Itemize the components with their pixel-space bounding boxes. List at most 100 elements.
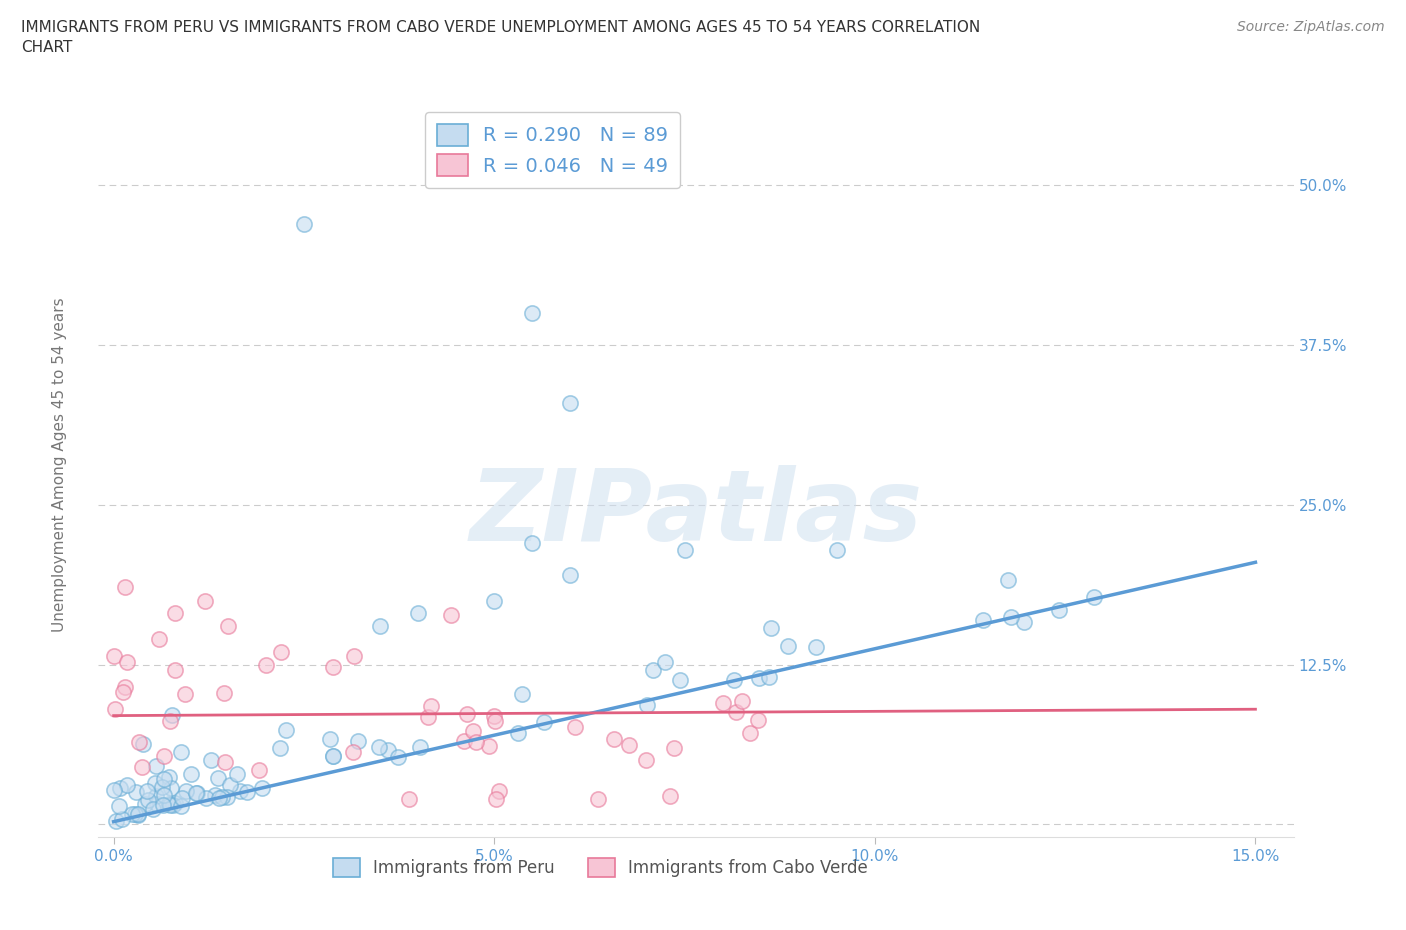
Point (1000, 610, 1022, 625)
Point (104, 814, 127, 829)
Point (342, 744, 364, 759)
Point (673, 542, 696, 557)
Point (152, 797, 174, 812)
Point (131, 760, 153, 775)
Point (163, 606, 186, 621)
Point (322, 659, 344, 674)
Point (464, 735, 486, 750)
Point (804, 640, 827, 655)
Point (142, 802, 165, 817)
Text: Unemployment Among Ages 45 to 54 years: Unemployment Among Ages 45 to 54 years (52, 298, 66, 632)
Point (738, 725, 761, 740)
Point (136, 784, 159, 799)
Point (252, 780, 274, 795)
Point (367, 739, 389, 754)
Point (634, 752, 657, 767)
Point (170, 745, 193, 760)
Point (180, 766, 202, 781)
Point (274, 723, 297, 737)
Point (153, 788, 176, 803)
Point (322, 749, 344, 764)
Point (103, 648, 125, 663)
Point (725, 705, 748, 720)
Point (170, 799, 193, 814)
Point (484, 593, 506, 608)
Point (128, 735, 150, 750)
Point (165, 796, 187, 811)
Point (711, 696, 734, 711)
Point (1047, 603, 1070, 618)
Point (162, 798, 184, 813)
Point (254, 658, 277, 672)
Point (159, 713, 181, 728)
Point (440, 608, 463, 623)
Point (107, 799, 129, 814)
Point (456, 707, 478, 722)
Point (292, 217, 315, 232)
Point (115, 777, 138, 792)
Point (343, 648, 366, 663)
Point (478, 738, 501, 753)
Point (143, 776, 166, 790)
Point (114, 579, 136, 594)
Point (825, 542, 848, 557)
Point (972, 613, 994, 628)
Point (564, 720, 586, 735)
Point (269, 740, 291, 755)
Point (731, 694, 754, 709)
Point (218, 777, 240, 792)
Point (602, 732, 624, 747)
Point (723, 672, 745, 687)
Point (215, 790, 238, 804)
Point (522, 306, 544, 321)
Point (270, 644, 292, 659)
Point (145, 759, 167, 774)
Point (146, 796, 169, 811)
Point (488, 783, 510, 798)
Point (111, 811, 134, 826)
Point (207, 771, 229, 786)
Point (170, 790, 193, 805)
Point (159, 798, 181, 813)
Point (186, 786, 208, 801)
Point (163, 663, 186, 678)
Point (586, 791, 609, 806)
Point (368, 618, 391, 633)
Point (204, 787, 226, 802)
Point (112, 684, 135, 699)
Point (157, 796, 180, 811)
Point (747, 713, 769, 728)
Point (194, 790, 217, 805)
Legend: Immigrants from Peru, Immigrants from Cabo Verde: Immigrants from Peru, Immigrants from Ca… (326, 851, 875, 884)
Point (114, 680, 136, 695)
Point (322, 749, 344, 764)
Point (136, 792, 159, 807)
Point (174, 783, 197, 798)
Point (226, 766, 249, 781)
Text: CHART: CHART (21, 40, 73, 55)
Point (150, 779, 173, 794)
Point (416, 710, 439, 724)
Point (214, 754, 236, 769)
Point (506, 725, 529, 740)
Point (121, 806, 143, 821)
Point (758, 670, 780, 684)
Point (134, 797, 156, 812)
Point (387, 749, 409, 764)
Point (124, 785, 146, 800)
Point (484, 708, 506, 723)
Point (1083, 590, 1105, 604)
Point (127, 806, 149, 821)
Point (463, 724, 485, 738)
Point (636, 698, 658, 712)
Point (127, 808, 149, 823)
Point (420, 698, 443, 713)
Point (560, 395, 582, 410)
Point (157, 769, 180, 784)
Point (103, 782, 125, 797)
Point (398, 791, 420, 806)
Point (643, 662, 665, 677)
Point (662, 740, 685, 755)
Point (229, 784, 252, 799)
Point (115, 654, 138, 669)
